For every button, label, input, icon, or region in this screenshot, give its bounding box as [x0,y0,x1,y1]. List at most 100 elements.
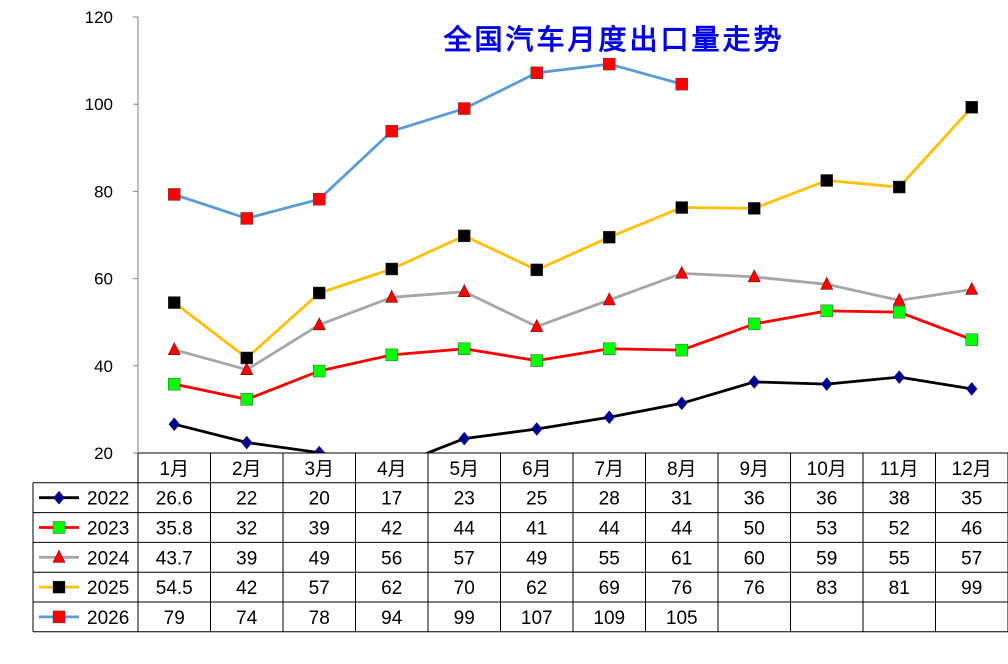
data-point-2025 [168,296,181,309]
data-label: 57 [454,548,475,569]
data-point-2023 [240,393,253,406]
data-label: 42 [236,578,257,599]
data-label: 31 [671,489,692,510]
data-label: 25 [526,489,547,510]
y-tick-label: 120 [85,8,113,27]
data-label: 36 [816,489,837,510]
data-point-2026 [675,77,688,91]
data-label: 70 [454,578,475,599]
data-label: 20 [309,489,330,510]
data-label: 39 [236,548,257,569]
data-point-2022 [313,445,325,453]
data-label: 42 [381,519,402,540]
series-line-2026 [173,62,683,220]
x-tick-label: 12月 [952,459,992,480]
series-line-2022 [173,375,973,453]
data-label: 28 [599,489,620,510]
legend-label: 2026 [87,608,129,629]
data-point-2024 [892,292,906,306]
data-label: 23 [454,489,475,510]
data-point-2022 [458,431,470,446]
x-tick-label: 4月 [377,459,407,480]
data-point-2023 [458,342,471,355]
series-line-2024 [173,272,973,372]
data-point-2023 [168,377,181,391]
data-label: 107 [521,608,553,629]
data-label: 62 [526,578,547,599]
data-label: 105 [666,608,698,629]
data-label: 55 [599,548,620,569]
data-point-2026 [240,212,253,225]
data-point-2024 [167,341,181,355]
data-label: 57 [309,578,330,599]
data-label: 57 [961,548,982,569]
data-point-2024 [240,362,254,376]
data-label: 49 [309,548,330,569]
data-point-2024 [602,292,616,306]
data-label: 49 [526,548,547,569]
data-label: 41 [526,519,547,540]
x-tick-label: 11月 [880,459,919,480]
data-label: 76 [671,578,692,599]
series-line-2025 [173,106,973,360]
x-tick-label: 9月 [739,459,769,480]
data-point-2026 [313,193,326,206]
data-label: 55 [889,548,910,569]
legend-label: 2022 [87,489,129,510]
data-point-2024 [675,265,689,279]
data-point-2023 [893,305,906,319]
data-label: 109 [593,608,625,629]
x-tick-label: 7月 [594,459,624,480]
series-line-2023 [174,309,973,401]
data-label: 35 [961,489,982,510]
data-point-2026 [168,188,181,201]
data-point-2023 [748,317,761,331]
data-label: 81 [889,578,910,599]
data-label: 61 [671,548,692,569]
data-point-2025 [385,262,398,276]
data-label: 78 [309,608,330,629]
y-tick-label: 40 [94,357,113,376]
data-label: 69 [599,578,620,599]
data-point-2024 [820,276,834,290]
data-point-2025 [965,101,978,114]
data-table: 1月 2月 3月 4月 5月 6月 7月 8月 9月 10月 11月 12月 2022 26.6 22 20 1… [32,452,1008,633]
legend-marker-2024 [52,549,66,563]
data-point-2024 [312,317,326,331]
legend-marker-2025 [52,580,66,594]
data-point-2026 [603,57,616,71]
data-point-2023 [820,304,833,318]
data-point-2024 [747,269,761,283]
data-point-2024 [457,284,471,297]
legend-label: 2025 [87,578,129,599]
data-label: 46 [961,519,982,540]
legend-label: 2024 [87,548,130,569]
data-label: 99 [454,608,475,629]
data-point-2025 [748,202,761,215]
data-label: 76 [744,578,765,599]
y-tick-label: 20 [94,444,113,463]
data-point-2025 [603,230,616,244]
data-label: 35.8 [156,519,193,540]
chart-title: 全国汽车月度出口量走势 [442,23,784,56]
legend-marker-2023 [52,521,66,534]
legend-marker-2022 [53,490,65,505]
data-label: 54.5 [156,578,193,599]
x-tick-label: 3月 [304,459,334,480]
data-label: 79 [164,608,185,629]
data-label: 39 [309,519,330,540]
data-point-2022 [168,417,180,432]
data-label: 17 [381,489,402,510]
data-point-2022 [676,396,688,411]
data-label: 43.7 [156,548,193,569]
data-point-2024 [530,318,544,332]
data-label: 36 [744,489,765,510]
y-tick-label: 80 [94,182,113,201]
data-label: 44 [671,519,693,540]
data-label: 32 [236,519,257,540]
data-point-2022 [748,375,760,389]
x-tick-label: 5月 [449,459,479,480]
x-tick-label: 6月 [522,459,552,480]
data-point-2022 [966,382,978,396]
